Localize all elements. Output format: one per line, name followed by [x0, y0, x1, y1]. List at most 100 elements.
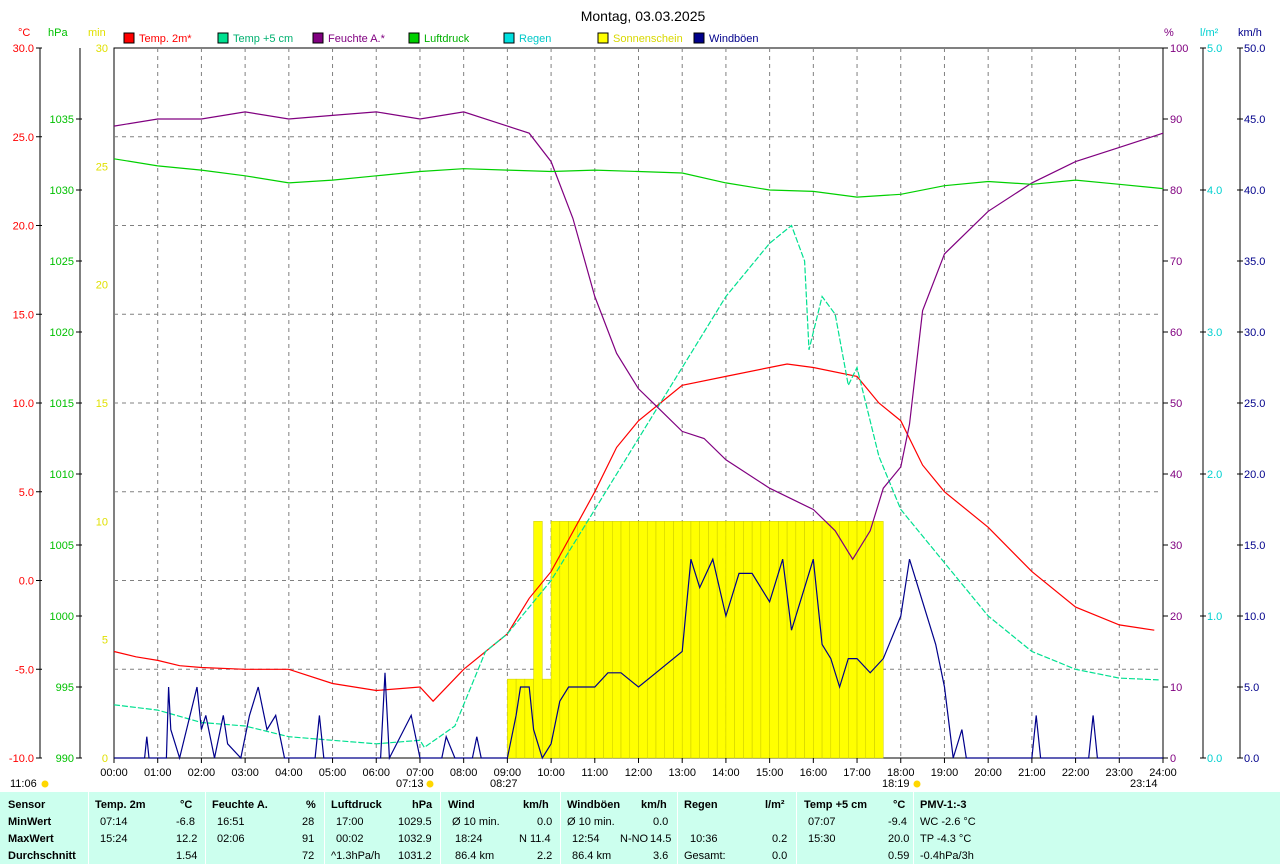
temp-tick-label: 15.0	[13, 309, 34, 321]
wind-tick-label: 35.0	[1244, 256, 1265, 268]
chart-title: Montag, 03.03.2025	[581, 8, 706, 24]
row-label-sensor: Sensor	[8, 799, 46, 811]
series-line-2	[113, 224, 1159, 749]
pressure-avg-value: 1031.2	[398, 850, 432, 862]
sunshine-bar	[839, 521, 849, 759]
sunshine-bar	[673, 521, 683, 759]
x-tick-label: 02:00	[188, 767, 216, 779]
sunshine-bar	[874, 521, 884, 759]
sunshine-bar	[760, 521, 770, 759]
sunshine-bar	[786, 521, 797, 759]
pressure-tick-label: 1025	[50, 256, 74, 268]
wind-max-time: 18:24	[455, 833, 483, 845]
x-tick-label: 06:00	[362, 767, 390, 779]
row-label-avg: Durchschnitt	[8, 850, 76, 862]
windchill-value: WC -2.6 °C	[920, 816, 976, 828]
temp-tick-label: 5.0	[19, 487, 34, 499]
humidity-tick-label: 50	[1170, 398, 1182, 410]
series-line-3	[113, 111, 1164, 561]
rain-unit: l/m²	[765, 799, 785, 811]
sunshine-bar	[638, 521, 648, 759]
sunshine-tick-label: 5	[102, 635, 108, 647]
dewpoint-value: TP -4.3 °C	[920, 833, 972, 845]
pmv-header: PMV-1:-3	[920, 799, 967, 811]
twilight-label: 08:27	[490, 778, 518, 790]
rain-total-label: Gesamt:	[684, 850, 726, 862]
temp2m-max-value: 12.2	[176, 833, 198, 845]
wind-tick-label: 5.0	[1244, 682, 1259, 694]
sun-icon	[41, 780, 49, 788]
wind-tick-label: 10.0	[1244, 611, 1265, 623]
statistics-panel: Sensor MinWert MaxWert Durchschnitt Temp…	[0, 792, 1280, 864]
humidity-unit: %	[306, 799, 316, 811]
sunshine-bar	[646, 521, 657, 759]
temp2m-max-time: 15:24	[100, 833, 128, 845]
sunshine-bar	[690, 521, 700, 759]
gust-min-value: 0.0	[653, 816, 669, 828]
temp5cm-header: Temp +5 cm	[804, 799, 868, 811]
legend-label-temp2m: Temp. 2m*	[139, 33, 192, 45]
humidity-max-time: 02:06	[217, 833, 245, 845]
sunshine-tick-label: 10	[96, 516, 108, 528]
pressure-axis-unit: hPa	[48, 27, 68, 39]
sunshine-bar	[856, 521, 867, 759]
wind-header: Wind	[448, 799, 475, 811]
sunset-label: 18:19	[882, 778, 910, 790]
humidity-tick-label: 100	[1170, 43, 1188, 55]
sunshine-bar	[594, 521, 604, 759]
pressure-header: Luftdruck	[331, 799, 382, 811]
x-tick-label: 16:00	[800, 767, 828, 779]
x-tick-label: 04:00	[275, 767, 303, 779]
humidity-axis-unit: %	[1164, 27, 1174, 39]
wind-tick-label: 30.0	[1244, 327, 1265, 339]
wind-tick-label: 20.0	[1244, 469, 1265, 481]
humidity-tick-label: 60	[1170, 327, 1182, 339]
wind-tick-label: 15.0	[1244, 540, 1265, 552]
legend-swatch-sunshine	[597, 32, 609, 44]
sunshine-bars	[507, 521, 884, 759]
wind-unit: km/h	[523, 799, 549, 811]
sunshine-bar	[708, 521, 718, 759]
legend-swatch-temp5cm	[217, 32, 229, 44]
temp2m-unit: °C	[180, 799, 193, 811]
x-tick-label: 13:00	[668, 767, 696, 779]
x-tick-label: 18:00	[887, 767, 915, 779]
sunshine-bar	[830, 521, 840, 759]
temp-tick-label: -5.0	[15, 664, 34, 676]
temp2m-avg-value: 1.54	[176, 850, 198, 862]
pressure-tick-label: 995	[56, 682, 74, 694]
rain-tick-label: 1.0	[1207, 611, 1222, 623]
sunshine-bar	[716, 521, 727, 759]
humidity-tick-label: 30	[1170, 540, 1182, 552]
temp-axis-unit: °C	[18, 27, 30, 39]
legend: Temp. 2m* Temp +5 cm Feuchte A.* Luftdruck R…	[123, 32, 759, 45]
sunshine-bar	[751, 521, 762, 759]
sunshine-bar	[804, 521, 814, 759]
pressure-max-value: 1032.9	[398, 833, 432, 845]
sunshine-bar	[655, 521, 665, 759]
pressure-min-time: 17:00	[336, 816, 364, 828]
humidity-min-time: 16:51	[217, 816, 245, 828]
pressure-tick-label: 1010	[50, 469, 74, 481]
temp5cm-unit: °C	[893, 799, 906, 811]
x-tick-label: 09:00	[494, 767, 522, 779]
pressure-max-time: 00:02	[336, 833, 364, 845]
humidity-tick-label: 70	[1170, 256, 1182, 268]
daylength-label: 11:06	[10, 778, 37, 790]
pressure-trend: ^1.3hPa/h	[331, 850, 381, 862]
rain-max-value: 0.2	[772, 833, 788, 845]
wind-tick-label: 40.0	[1244, 185, 1265, 197]
humidity-tick-label: 20	[1170, 611, 1182, 623]
x-tick-label: 07:00	[406, 767, 434, 779]
grid	[113, 47, 1164, 759]
wind-avg-value: 2.2	[537, 850, 553, 862]
temp5cm-max-time: 15:30	[808, 833, 836, 845]
legend-swatch-gust	[693, 32, 705, 44]
sunshine-bar	[559, 521, 569, 759]
sunshine-bar	[620, 521, 631, 759]
sunshine-bar	[778, 521, 788, 759]
gust-unit: km/h	[641, 799, 667, 811]
series-line-1	[113, 363, 1155, 703]
right-axes: % l/m² km/h10090807060504030201005.04.03.0…	[1163, 27, 1265, 765]
sunshine-bar	[603, 521, 613, 759]
